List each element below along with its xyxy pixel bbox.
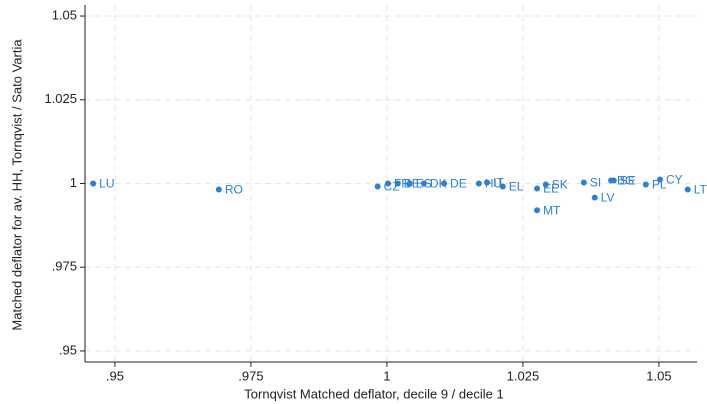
point (475, 180, 482, 187)
x-tick-label: 1.025 (507, 368, 540, 383)
point-label: EL (509, 180, 524, 194)
y-tick-label: .95 (59, 342, 77, 357)
point-label: IT (493, 176, 504, 190)
point-label: LU (99, 177, 114, 191)
point (610, 177, 617, 184)
y-tick-label: .975 (52, 259, 77, 274)
point (684, 186, 691, 193)
point (215, 186, 222, 193)
point-label: LT (694, 183, 707, 197)
point (441, 180, 448, 187)
point-label: FR (394, 177, 410, 191)
x-tick-label: 1 (383, 368, 390, 383)
point (90, 180, 97, 187)
point-label: PL (652, 178, 667, 192)
point-label: HU (485, 177, 502, 191)
point (499, 183, 506, 190)
point (534, 185, 541, 192)
point-label: SK (552, 178, 568, 192)
point (406, 180, 413, 187)
point-label: DK (430, 177, 447, 191)
point (542, 181, 549, 188)
point-label: BG (617, 174, 634, 188)
point (534, 207, 541, 214)
point (580, 179, 587, 186)
point-label: RO (225, 183, 243, 197)
point-label: DE (450, 177, 467, 191)
point-label: SE (620, 174, 636, 188)
y-tick-label: 1.025 (44, 91, 77, 106)
point (657, 176, 664, 183)
x-tick-label: 1.05 (646, 368, 671, 383)
point-label: CY (666, 173, 683, 187)
x-tick-label: .95 (106, 368, 124, 383)
point (484, 179, 491, 186)
point-label: MT (543, 203, 561, 217)
point (642, 181, 649, 188)
point (385, 180, 392, 187)
point-label: LV (601, 191, 615, 205)
y-tick-label: 1 (70, 175, 77, 190)
x-tick-label: .975 (238, 368, 263, 383)
y-axis-label: Matched deflator for av. HH, Tornqvist /… (9, 39, 24, 331)
y-tick-label: 1.05 (52, 7, 77, 22)
x-axis-label: Tornqvist Matched deflator, decile 9 / d… (244, 386, 503, 401)
point-label: SI (590, 176, 601, 190)
point (591, 194, 598, 201)
point (394, 180, 401, 187)
point (374, 183, 381, 190)
point (420, 180, 427, 187)
